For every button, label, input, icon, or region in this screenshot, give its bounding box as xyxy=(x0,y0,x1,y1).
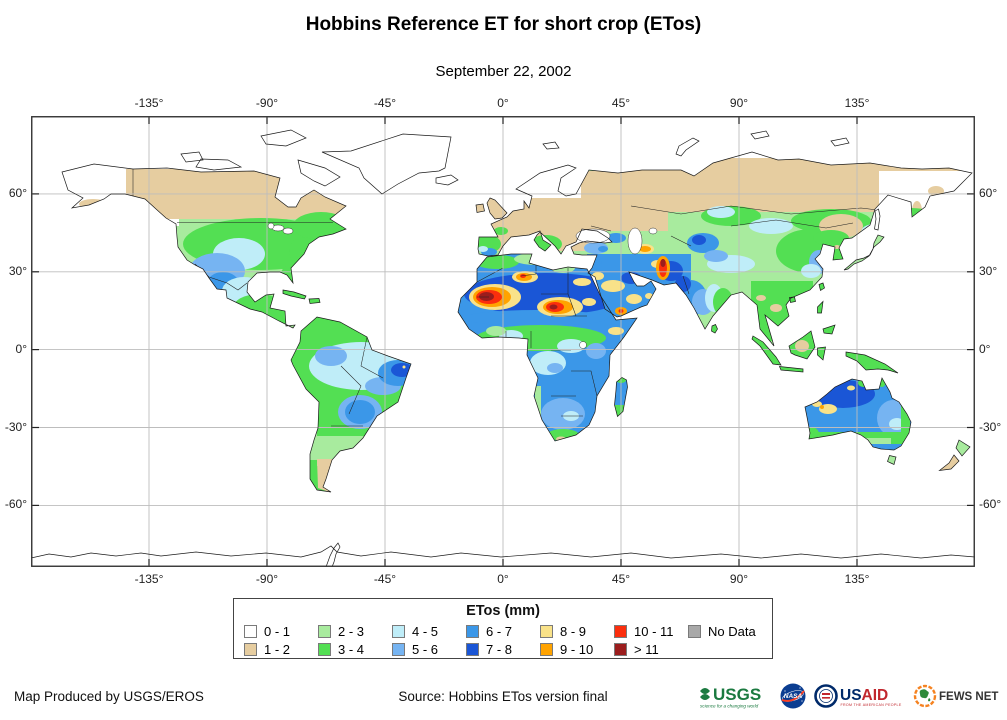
y-axis-label-left: -60° xyxy=(4,497,27,512)
x-axis-label-top: 135° xyxy=(844,96,870,110)
usaid-logo-tagline: FROM THE AMERICAN PEOPLE xyxy=(841,703,902,707)
legend-item: 8 - 9 xyxy=(540,622,614,640)
legend-item: 0 - 1 xyxy=(244,622,318,640)
x-axis-label-bottom: 45° xyxy=(611,572,631,586)
legend-item: 7 - 8 xyxy=(466,640,540,658)
credit-text: Map Produced by USGS/EROS xyxy=(14,689,204,704)
legend-swatch xyxy=(244,642,257,656)
lakes xyxy=(267,222,658,349)
legend-label: 6 - 7 xyxy=(486,623,513,639)
legend-label: 10 - 11 xyxy=(634,623,674,639)
fewsnet-logo: FEWS NET xyxy=(913,684,998,708)
y-axis-label-right: -30° xyxy=(979,419,1002,434)
legend-swatch xyxy=(614,624,627,638)
legend-swatch xyxy=(318,624,331,638)
legend-label: 9 - 10 xyxy=(560,641,594,657)
y-axis-label-left: 0° xyxy=(15,341,27,356)
legend: ETos (mm) 0 - 1 1 - 2 2 - 3 3 - 4 4 - 5 5 - 6… xyxy=(233,598,773,659)
legend-swatch xyxy=(688,624,701,638)
legend-label: > 11 xyxy=(634,641,659,657)
x-axis-label-bottom: -45° xyxy=(373,572,397,586)
legend-item: 9 - 10 xyxy=(540,640,614,658)
usgs-logo-tagline: science for a changing world xyxy=(700,704,759,709)
legend-swatch xyxy=(540,642,553,656)
legend-swatch xyxy=(466,624,479,638)
usaid-logo: USAID FROM THE AMERICAN PEOPLE xyxy=(814,684,902,708)
region-islands xyxy=(283,198,898,373)
legend-swatch xyxy=(244,624,257,638)
x-axis-label-top: -90° xyxy=(255,96,279,110)
legend-swatch xyxy=(392,624,405,638)
page-subtitle: September 22, 2002 xyxy=(435,63,572,80)
x-axis-label-top: -135° xyxy=(134,96,164,110)
legend-title: ETos (mm) xyxy=(466,603,540,619)
usgs-logo: USGS science for a changing world xyxy=(700,685,761,709)
y-axis-label-left: 30° xyxy=(8,263,27,278)
legend-swatch xyxy=(466,642,479,656)
x-axis-label-top: 90° xyxy=(729,96,749,110)
x-axis-label-bottom: -135° xyxy=(134,572,164,586)
legend-label: 7 - 8 xyxy=(486,641,513,657)
legend-label: 4 - 5 xyxy=(412,623,439,639)
legend-item: 4 - 5 xyxy=(392,622,466,640)
legend-swatch xyxy=(392,642,405,656)
legend-label: 8 - 9 xyxy=(560,623,587,639)
legend-label: No Data xyxy=(708,623,756,639)
legend-label: 2 - 3 xyxy=(338,623,365,639)
x-axis-label-bottom: 135° xyxy=(844,572,870,586)
x-axis-label-top: 0° xyxy=(497,96,509,110)
legend-item: 6 - 7 xyxy=(466,622,540,640)
antarctica-coastline xyxy=(31,545,975,559)
legend-item: No Data xyxy=(688,622,768,640)
x-axis-label-top: 45° xyxy=(611,96,631,110)
axis-ticks xyxy=(32,117,974,566)
y-axis-label-right: 30° xyxy=(979,263,998,278)
legend-item: 1 - 2 xyxy=(244,640,318,658)
legend-swatch xyxy=(540,624,553,638)
legend-item: > 11 xyxy=(614,640,688,658)
x-axis-label-bottom: 0° xyxy=(497,572,509,586)
x-axis-label-top: -45° xyxy=(373,96,397,110)
y-axis-label-right: 0° xyxy=(979,341,991,356)
legend-swatch xyxy=(614,642,627,656)
usgs-logo-text: USGS xyxy=(713,685,761,704)
y-axis-label-left: 60° xyxy=(8,185,27,200)
fewsnet-logo-text: FEWS NET xyxy=(939,691,998,703)
nasa-logo-text: NASA xyxy=(784,693,803,700)
legend-item: 5 - 6 xyxy=(392,640,466,658)
legend-label: 3 - 4 xyxy=(338,641,365,657)
legend-item: 2 - 3 xyxy=(318,622,392,640)
legend-label: 0 - 1 xyxy=(264,623,291,639)
nasa-logo: NASA xyxy=(780,683,806,709)
logo-strip: USGS science for a changing world NASA U… xyxy=(698,680,999,712)
usaid-logo-text-aid: AID xyxy=(862,687,889,704)
usaid-logo-text-us: US xyxy=(840,687,862,704)
y-axis-label-right: 60° xyxy=(979,185,998,200)
y-axis-label-left: -30° xyxy=(4,419,27,434)
page-title: Hobbins Reference ET for short crop (ETo… xyxy=(305,14,702,35)
x-axis-label-bottom: -90° xyxy=(255,572,279,586)
legend-label: 5 - 6 xyxy=(412,641,439,657)
y-axis-label-right: -60° xyxy=(979,497,1002,512)
svg-text:USAID: USAID xyxy=(840,687,888,704)
legend-item: 10 - 11 xyxy=(614,622,688,640)
x-axis-label-bottom: 90° xyxy=(729,572,749,586)
world-map xyxy=(31,116,975,567)
legend-label: 1 - 2 xyxy=(264,641,291,657)
source-text: Source: Hobbins ETos version final xyxy=(398,689,608,704)
legend-item: 3 - 4 xyxy=(318,640,392,658)
region-north-america xyxy=(62,164,346,328)
legend-swatch xyxy=(318,642,331,656)
gridlines xyxy=(31,116,975,567)
antarctic-peninsula xyxy=(325,542,341,567)
